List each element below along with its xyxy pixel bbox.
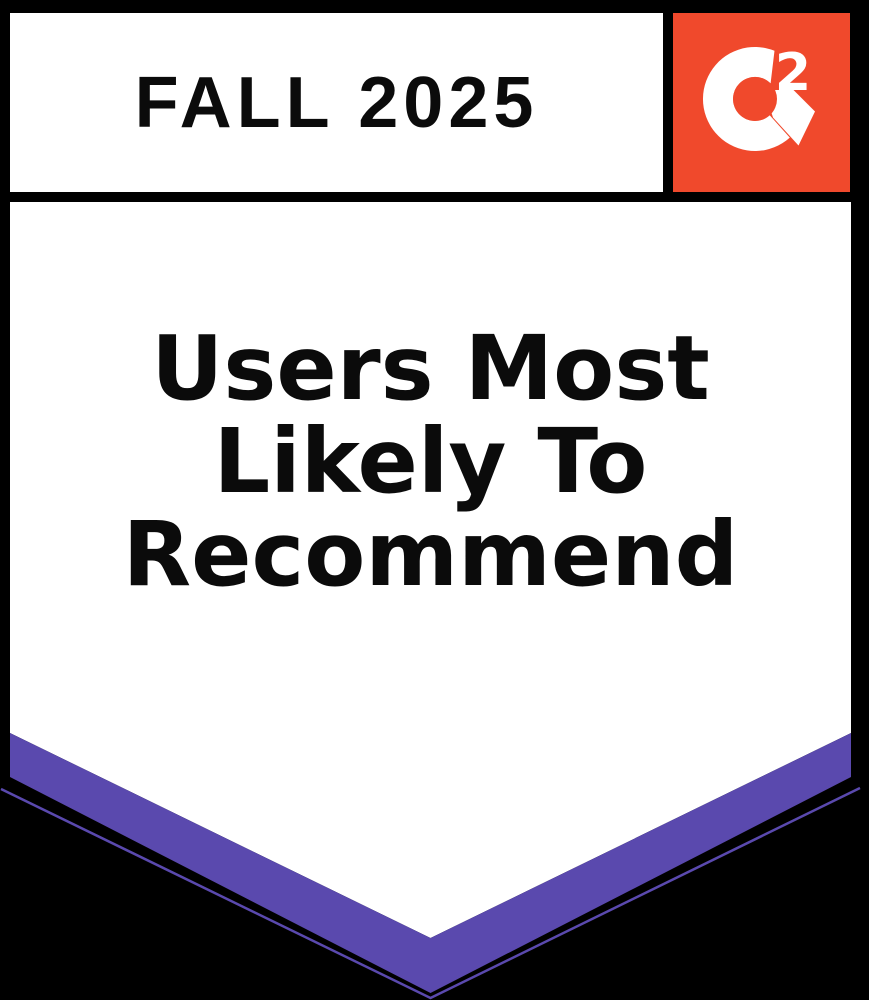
g2-logo-counter xyxy=(733,77,777,121)
g2-logo-arrow xyxy=(764,90,815,146)
season-banner-panel xyxy=(10,13,663,192)
badge-body xyxy=(10,202,851,938)
g2-logo-superscript: 2 xyxy=(775,43,811,103)
season-label: FALL 2025 xyxy=(134,62,539,143)
award-title: Users Most Likely To Recommend xyxy=(10,322,851,601)
g2-logo: 2 xyxy=(702,43,815,151)
g2-logo-ring xyxy=(702,46,790,151)
award-title-line: Users Most xyxy=(151,316,710,420)
ribbon-outline xyxy=(0,786,861,1000)
ribbon-band xyxy=(10,733,851,993)
award-title-line: Likely To xyxy=(213,409,648,513)
award-title-line: Recommend xyxy=(122,502,739,606)
